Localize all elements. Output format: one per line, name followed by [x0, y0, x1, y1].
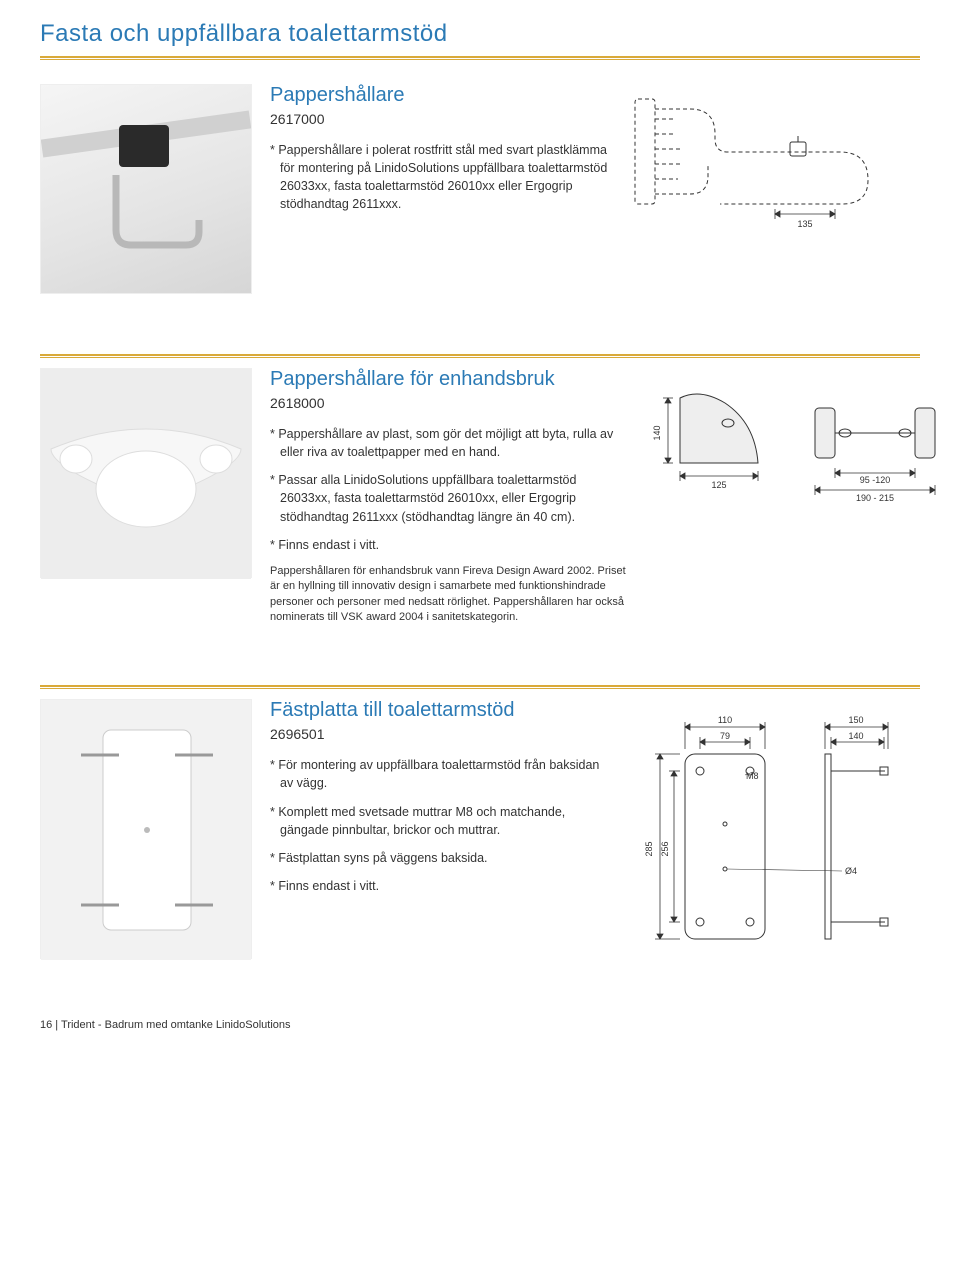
diagram-icon: 135 [630, 94, 890, 264]
product-title: Pappershållare för enhandsbruk [270, 368, 630, 391]
product-title: Fästplatta till toalettarmstöd [270, 699, 610, 722]
product-photo-placeholder [40, 368, 252, 578]
product-title: Pappershållare [270, 84, 610, 107]
product-photo-placeholder [40, 84, 252, 294]
diagram-icon: 110 79 150 [630, 709, 900, 959]
dim-label: 135 [797, 219, 812, 229]
dim-label: 140 [848, 731, 863, 741]
product-bullet: För montering av uppfällbara toalettarms… [270, 756, 610, 792]
product-bullet: Passar alla LinidoSolutions uppfällbara … [270, 471, 630, 525]
dim-label: 150 [848, 715, 863, 725]
product-sku: 2696501 [270, 726, 610, 742]
diagram-icon: 95 -120 190 - 215 [800, 378, 950, 508]
product-photo-placeholder [40, 699, 252, 959]
dim-label: Ø4 [845, 866, 857, 876]
product-bullet: Pappershållare i polerat rostfritt stål … [270, 141, 610, 214]
page-title: Fasta och uppfällbara toalettarmstöd [40, 20, 920, 48]
product-bullet: Finns endast i vitt. [270, 536, 630, 554]
section-rule [40, 685, 920, 689]
product-note: Pappershållaren för enhandsbruk vann Fir… [270, 564, 630, 626]
page-footer: 16 | Trident - Badrum med omtanke Linido… [40, 1019, 920, 1031]
product-section: Fästplatta till toalettarmstöd 2696501 F… [40, 685, 920, 959]
dim-label: 110 [718, 715, 732, 725]
diagram-icon: 140 125 [650, 378, 780, 508]
dim-label: 140 [652, 425, 662, 440]
product-section: Pappershållare 2617000 Pappershållare i … [40, 84, 920, 294]
dim-label: 125 [711, 480, 726, 490]
product-bullet: Finns endast i vitt. [270, 877, 610, 895]
product-section: Pappershållare för enhandsbruk 2618000 P… [40, 354, 920, 625]
product-bullet: Fästplattan syns på väggens baksida. [270, 849, 610, 867]
dim-label: 79 [720, 731, 730, 741]
dim-label: 190 - 215 [856, 493, 894, 503]
dim-label: 95 -120 [860, 475, 891, 485]
dim-label: 256 [660, 842, 670, 857]
title-rule [40, 56, 920, 60]
product-sku: 2618000 [270, 395, 630, 411]
product-sku: 2617000 [270, 111, 610, 127]
product-bullet: Komplett med svetsade muttrar M8 och mat… [270, 803, 610, 839]
section-rule [40, 354, 920, 358]
product-bullet: Pappershållare av plast, som gör det möj… [270, 425, 630, 461]
dim-label: 285 [644, 842, 654, 857]
